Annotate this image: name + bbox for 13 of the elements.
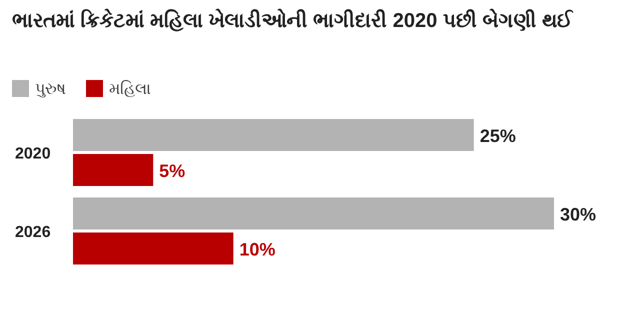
y-tick-label: 2020 (15, 146, 51, 162)
y-tick-label: 2026 (15, 224, 51, 241)
bar (73, 198, 554, 230)
data-label: 25% (480, 126, 516, 146)
data-label: 5% (159, 161, 186, 181)
chart-title: ભારતમાં ક્રિકેટમાં મહિલા ખેલાડીઓની ભાગીદારી 2020 પછી બેગણી થઈ (12, 8, 574, 32)
data-label: 10% (239, 240, 276, 260)
legend-label: મહિલા (109, 80, 151, 98)
bar (73, 119, 474, 151)
bar (73, 154, 154, 186)
bar (73, 232, 234, 264)
data-label: 30% (560, 204, 596, 224)
legend-label: પુરુષ (35, 81, 66, 98)
